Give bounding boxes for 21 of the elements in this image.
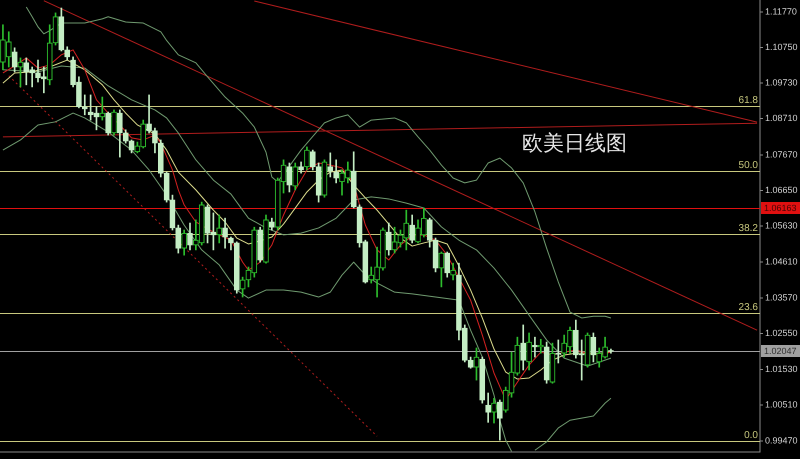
annotation: 23.6 <box>738 302 758 313</box>
ref-line-label: 1.02047 <box>764 346 797 356</box>
annotation: 50.0 <box>738 160 758 171</box>
annotation: 0.0 <box>744 430 758 441</box>
y-tick-label: 1.10750 <box>765 42 798 52</box>
y-tick-label: 0.99470 <box>765 436 798 446</box>
y-tick-label: 1.09730 <box>765 78 798 88</box>
annotation: 61.8 <box>738 94 758 106</box>
y-tick-label: 1.04610 <box>765 256 798 266</box>
y-tick-label: 1.07670 <box>765 149 798 160</box>
text: 欧美日线图 <box>522 131 628 156</box>
y-tick-label: 1.03570 <box>765 292 798 303</box>
annotation: 38.2 <box>738 222 758 234</box>
y-tick-label: 1.11770 <box>765 6 797 16</box>
y-tick-label: 1.01530 <box>765 364 798 374</box>
y-tick-label: 1.05630 <box>765 220 798 231</box>
y-tick-label: 1.00510 <box>765 399 798 410</box>
y-tick-label: 1.06650 <box>765 185 798 196</box>
y-tick-label: 1.08710 <box>765 113 798 124</box>
ref-line-label: 1.06163 <box>764 202 797 213</box>
y-tick-label: 1.02550 <box>765 328 798 338</box>
